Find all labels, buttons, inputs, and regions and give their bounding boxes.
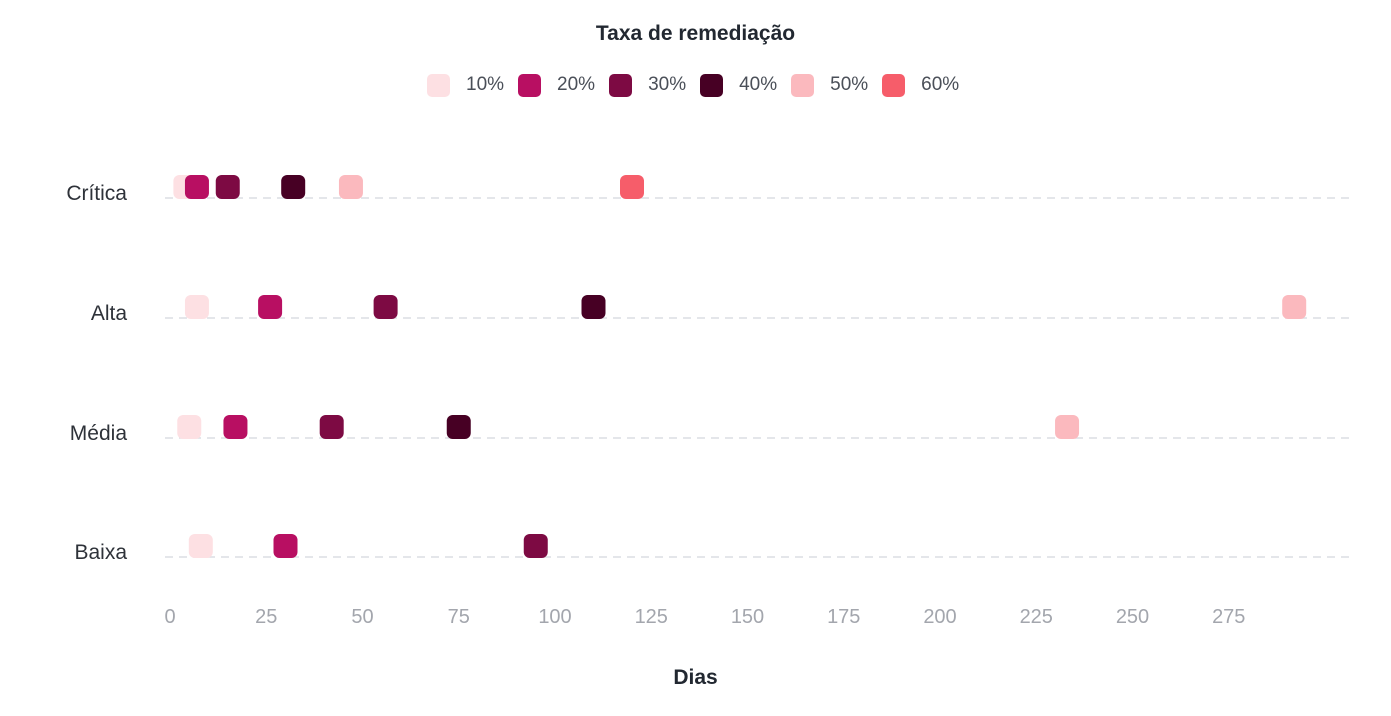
x-axis-ticks: 0 25 50 75 100 125 150 175 200 225 250 275 — [164, 606, 1245, 628]
x-tick-label: 150 — [731, 606, 764, 628]
legend-label: 50% — [830, 74, 869, 95]
point-20-alta[interactable] — [258, 295, 283, 319]
legend-item-30[interactable]: 30% — [609, 73, 687, 97]
x-tick-label: 100 — [538, 606, 571, 628]
legend-item-50[interactable]: 50% — [791, 73, 869, 97]
data-points — [173, 175, 1307, 558]
point-10-baixa[interactable] — [188, 534, 213, 558]
point-30-critica[interactable] — [215, 175, 240, 199]
point-40-critica[interactable] — [281, 175, 306, 199]
point-50-media[interactable] — [1055, 415, 1080, 439]
point-10-media[interactable] — [177, 415, 202, 439]
legend-item-40[interactable]: 40% — [700, 73, 778, 97]
y-tick-label-media: Média — [70, 422, 128, 445]
point-40-media[interactable] — [446, 415, 471, 439]
x-tick-label: 0 — [164, 606, 175, 628]
point-30-alta[interactable] — [373, 295, 398, 319]
x-tick-label: 50 — [351, 606, 373, 628]
point-50-alta[interactable] — [1282, 295, 1307, 319]
point-20-baixa[interactable] — [273, 534, 298, 558]
point-20-critica[interactable] — [184, 175, 209, 199]
x-tick-label: 250 — [1116, 606, 1149, 628]
y-tick-label-baixa: Baixa — [74, 541, 127, 564]
x-tick-label: 25 — [255, 606, 277, 628]
grid-lines — [165, 197, 1355, 558]
legend-label: 60% — [921, 74, 960, 95]
point-30-media[interactable] — [319, 415, 344, 439]
legend-swatch — [427, 73, 450, 97]
point-60-critica[interactable] — [620, 175, 644, 199]
legend-swatch — [882, 73, 906, 97]
legend-label: 30% — [648, 74, 687, 95]
legend-item-10[interactable]: 10% — [427, 73, 505, 97]
legend-title: Taxa de remediação — [595, 22, 796, 45]
legend-swatch — [700, 73, 724, 97]
point-30-baixa[interactable] — [523, 534, 548, 558]
y-axis-labels: Crítica Alta Média Baixa — [66, 182, 127, 564]
legend-item-20[interactable]: 20% — [518, 73, 596, 97]
y-tick-label-alta: Alta — [91, 302, 128, 325]
x-tick-label: 200 — [923, 606, 956, 628]
legend-swatch — [518, 73, 542, 97]
legend-label: 40% — [739, 74, 778, 95]
point-20-media[interactable] — [223, 415, 248, 439]
legend-label: 20% — [557, 74, 596, 95]
legend-item-60[interactable]: 60% — [882, 73, 960, 97]
x-tick-label: 175 — [827, 606, 860, 628]
x-tick-label: 75 — [448, 606, 470, 628]
legend-swatch — [609, 73, 633, 97]
point-10-alta[interactable] — [184, 295, 209, 319]
x-tick-label: 225 — [1020, 606, 1053, 628]
legend-swatch — [791, 73, 815, 97]
x-tick-label: 275 — [1212, 606, 1245, 628]
x-axis-title: Dias — [673, 666, 718, 689]
point-50-critica[interactable] — [338, 175, 363, 199]
point-40-alta[interactable] — [581, 295, 606, 319]
legend: 10% 20% 30% 40% 50% 60% — [427, 71, 973, 99]
y-tick-label-critica: Crítica — [66, 182, 127, 205]
x-tick-label: 125 — [635, 606, 668, 628]
legend-label: 10% — [466, 74, 505, 95]
